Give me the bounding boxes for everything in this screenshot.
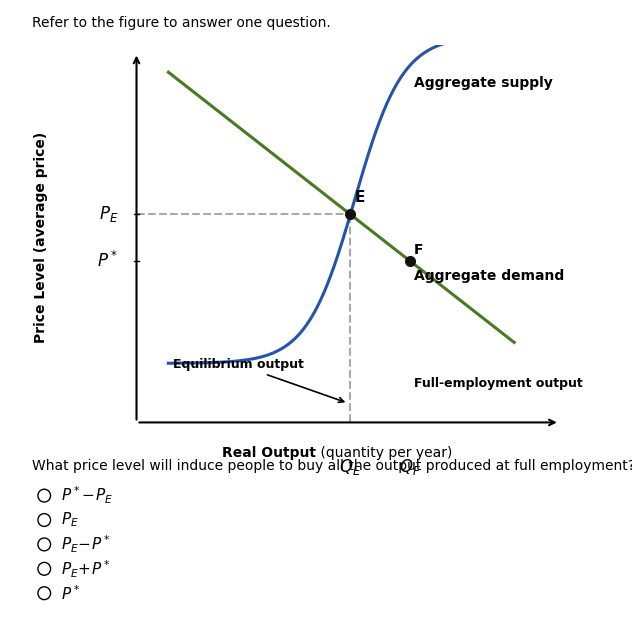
Text: $P_E$: $P_E$ (99, 204, 118, 225)
Text: Price Level (average price): Price Level (average price) (34, 132, 48, 343)
Text: $P_E\!-\!P^*$: $P_E\!-\!P^*$ (61, 534, 111, 555)
Text: Full-employment output: Full-employment output (414, 377, 583, 390)
Text: E: E (355, 190, 365, 205)
Text: Real Output: Real Output (222, 446, 316, 460)
Text: $P^*\!-\!P_E$: $P^*\!-\!P_E$ (61, 485, 113, 507)
Text: $P_E$: $P_E$ (61, 510, 79, 530)
Text: $P^*$: $P^*$ (61, 584, 81, 603)
Text: (quantity per year): (quantity per year) (316, 446, 453, 460)
Text: $P_E\!+\!P^*$: $P_E\!+\!P^*$ (61, 558, 111, 580)
Text: $P^*$: $P^*$ (97, 250, 118, 271)
Text: Equilibrium output: Equilibrium output (173, 358, 344, 403)
Text: F: F (414, 243, 423, 257)
Text: $Q_E$: $Q_E$ (339, 457, 362, 477)
Text: What price level will induce people to buy all the output produced at full emplo: What price level will induce people to b… (32, 459, 632, 473)
Text: $Q_F$: $Q_F$ (399, 457, 420, 477)
Text: Refer to the figure to answer one question.: Refer to the figure to answer one questi… (32, 16, 331, 30)
Text: Aggregate demand: Aggregate demand (414, 269, 564, 283)
Text: Aggregate supply: Aggregate supply (414, 76, 553, 91)
